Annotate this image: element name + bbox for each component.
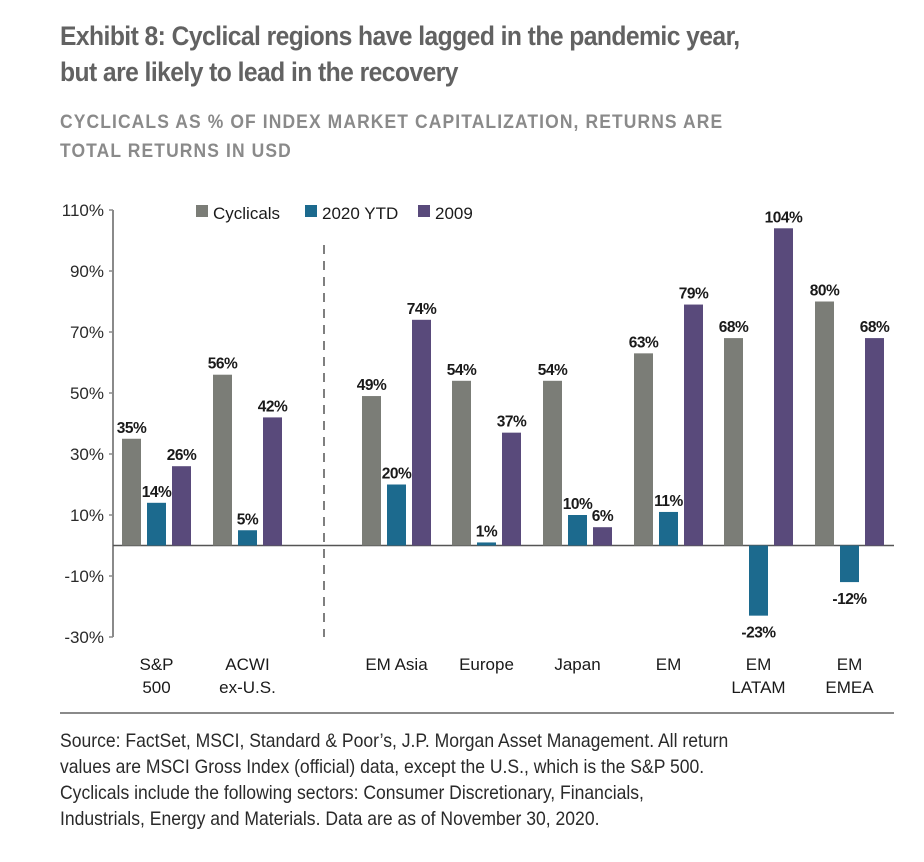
- y-tick-label: 110%: [62, 201, 104, 220]
- chart-title-line-2: but are likely to lead in the recovery: [60, 57, 458, 87]
- y-tick-label: -30%: [64, 628, 104, 647]
- chart-subtitle-line-2: TOTAL RETURNS IN USD: [60, 141, 292, 162]
- data-label: 26%: [167, 447, 197, 464]
- bar-2020-ytd: [387, 484, 406, 546]
- x-category-label: EM: [656, 655, 682, 674]
- x-category-label: S&P: [139, 655, 173, 674]
- legend-swatch-2020-ytd: [305, 205, 317, 217]
- bar-cyclicals: [724, 338, 743, 546]
- bar-2020-ytd: [568, 515, 587, 546]
- legend-label: 2020 YTD: [322, 204, 398, 223]
- source-line: values are MSCI Gross Index (official) d…: [60, 756, 705, 778]
- x-category-label: ex-U.S.: [219, 678, 276, 697]
- bar-cyclicals: [213, 374, 232, 546]
- chart-subtitle: CYCLICALS AS % OF INDEX MARKET CAPITALIZ…: [60, 108, 833, 166]
- legend-label: Cyclicals: [213, 204, 280, 223]
- data-labels: 35% 56% 49% 54% 54% 63% 68% 80% 14% 5% 20% 1% 10% 11%…: [117, 209, 891, 642]
- source-note: Source: FactSet, MSCI, Standard & Poor’s…: [60, 728, 825, 832]
- bar-2009: [412, 319, 431, 546]
- bar-2009: [684, 304, 703, 546]
- bar-2009: [774, 228, 793, 546]
- data-label: 54%: [538, 362, 568, 379]
- bar-2020-ytd: [659, 511, 678, 546]
- bar-cyclicals: [543, 380, 562, 546]
- bar-cyclicals: [122, 438, 141, 546]
- y-tick-label: 30%: [70, 445, 104, 464]
- chart-title-line-1: Exhibit 8: Cyclical regions have lagged …: [60, 21, 740, 51]
- y-tick-label: 90%: [70, 262, 104, 281]
- bar-cyclicals: [452, 380, 471, 546]
- y-tick-label: 50%: [70, 384, 104, 403]
- legend-swatch-cyclicals: [196, 205, 208, 217]
- data-label: 80%: [810, 283, 840, 300]
- chart-subtitle-line-1: CYCLICALS AS % OF INDEX MARKET CAPITALIZ…: [60, 112, 724, 133]
- data-label: 68%: [719, 319, 749, 336]
- data-label: 68%: [860, 319, 890, 336]
- data-label: 54%: [447, 362, 477, 379]
- bar-2020-ytd: [477, 542, 496, 546]
- data-label: 10%: [563, 496, 593, 513]
- bar-2020-ytd: [238, 530, 257, 546]
- data-label: 79%: [679, 286, 709, 303]
- data-label: 49%: [357, 377, 387, 394]
- x-category-label: 500: [142, 678, 170, 697]
- bar-2009: [263, 417, 282, 546]
- y-tick-label: -10%: [64, 567, 104, 586]
- bar-2009: [502, 432, 521, 546]
- bar-cyclicals: [634, 353, 653, 546]
- legend-label: 2009: [435, 204, 473, 223]
- bar-2009: [172, 466, 191, 546]
- data-label: 56%: [208, 356, 238, 373]
- x-category-label: EM: [746, 655, 772, 674]
- source-line: Cyclicals include the following sectors:…: [60, 782, 644, 804]
- data-label: 11%: [654, 493, 683, 510]
- y-axis: 110% 90% 70% 50% 30% 10% -10% -30%: [62, 201, 894, 647]
- data-label: 1%: [476, 523, 498, 540]
- data-label: -23%: [741, 625, 776, 642]
- data-label: 63%: [629, 334, 659, 351]
- legend-swatch-2009: [418, 205, 430, 217]
- bar-2020-ytd: [749, 545, 768, 616]
- data-label: 14%: [142, 484, 172, 501]
- source-line: Source: FactSet, MSCI, Standard & Poor’s…: [60, 730, 729, 752]
- data-label: 35%: [117, 420, 147, 437]
- bar-2020-ytd: [840, 545, 859, 583]
- x-category-label: Japan: [554, 655, 600, 674]
- bar-2009: [593, 527, 612, 546]
- x-category-label: Europe: [459, 655, 514, 674]
- y-tick-label: 10%: [70, 506, 104, 525]
- data-label: 104%: [765, 209, 803, 226]
- bars: [122, 228, 884, 616]
- bar-cyclicals: [362, 396, 381, 546]
- data-label: -12%: [832, 591, 867, 608]
- bar-chart: 110% 90% 70% 50% 30% 10% -10% -30% 35% 56% 49% 54%…: [62, 201, 894, 697]
- x-category-label: LATAM: [731, 678, 785, 697]
- x-category-label: EM Asia: [365, 655, 428, 674]
- x-category-label: EM: [837, 655, 863, 674]
- x-axis-labels: S&P 500 ACWI ex-U.S. EM Asia Europe Japan EM EM L…: [139, 655, 874, 697]
- data-label: 20%: [382, 466, 412, 483]
- x-category-label: ACWI: [225, 655, 269, 674]
- source-line: Industrials, Energy and Materials. Data …: [60, 808, 600, 830]
- data-label: 6%: [592, 508, 614, 525]
- bar-2020-ytd: [147, 502, 166, 546]
- y-tick-label: 70%: [70, 323, 104, 342]
- bar-cyclicals: [815, 301, 834, 546]
- data-label: 74%: [407, 301, 437, 318]
- x-category-label: EMEA: [825, 678, 874, 697]
- footer-divider: [60, 712, 894, 714]
- data-label: 37%: [497, 414, 527, 431]
- legend: Cyclicals 2020 YTD 2009: [196, 204, 473, 223]
- chart-title: Exhibit 8: Cyclical regions have lagged …: [60, 18, 860, 90]
- bar-2009: [865, 338, 884, 546]
- data-label: 42%: [258, 398, 288, 415]
- data-label: 5%: [237, 511, 259, 528]
